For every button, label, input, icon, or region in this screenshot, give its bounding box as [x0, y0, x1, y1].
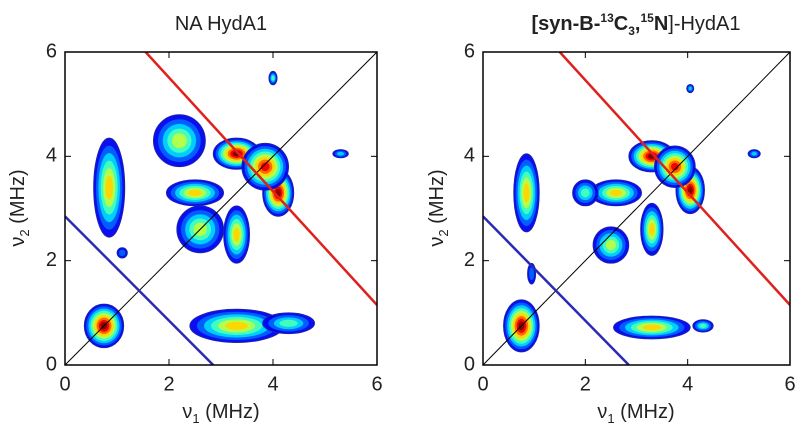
x-tick-label: 6: [371, 373, 382, 395]
x-axis-label: ν1 (MHz): [597, 401, 674, 426]
contour-ring: [271, 75, 275, 81]
contour-ring: [671, 162, 679, 171]
y-tick-label: 2: [46, 249, 57, 271]
contour-ring: [260, 162, 270, 172]
contour-ring: [279, 319, 298, 327]
plot-area: [65, 52, 377, 365]
x-tick-label: 4: [267, 373, 278, 395]
guide-line: [144, 52, 377, 306]
contour-ring: [751, 151, 757, 156]
x-tick-label: 0: [477, 373, 488, 395]
y-axis-label: ν2 (MHz): [7, 169, 32, 246]
guide-line: [483, 52, 790, 365]
guide-line: [483, 215, 630, 365]
contour-ring: [699, 323, 707, 329]
contour-ring: [609, 189, 623, 197]
y-tick-label: 4: [46, 145, 57, 167]
y-tick-label: 4: [464, 145, 475, 167]
y-axis-label: ν2 (MHz): [426, 169, 451, 246]
chart-title: NA HydA1: [175, 13, 267, 35]
contour-ring: [580, 188, 590, 198]
guide-line: [558, 52, 790, 306]
contour-ring: [687, 186, 693, 195]
guide-line: [65, 52, 377, 365]
contour-ring: [642, 324, 662, 331]
x-tick-label: 0: [59, 373, 70, 395]
contour-ring: [337, 151, 345, 156]
contour-ring: [119, 249, 126, 257]
contour-ring: [225, 321, 248, 330]
contour-ring: [523, 183, 530, 203]
x-tick-label: 2: [580, 373, 591, 395]
y-tick-label: 6: [46, 40, 57, 62]
x-tick-label: 4: [682, 373, 693, 395]
chart-title: [syn-B-13C3,15N]-HydA1: [531, 11, 740, 38]
contour-ring: [105, 175, 113, 200]
y-tick-label: 0: [46, 353, 57, 375]
contour-ring: [605, 239, 617, 251]
x-axis-label: ν1 (MHz): [182, 401, 259, 426]
y-tick-label: 0: [464, 353, 475, 375]
plot-frame: [482, 51, 791, 366]
contour-ring: [688, 86, 692, 91]
plot-frame: [64, 51, 378, 366]
y-tick-label: 2: [464, 249, 475, 271]
contour-ring: [188, 189, 202, 197]
guide-line: [65, 215, 215, 365]
contour-ring: [649, 223, 655, 236]
x-tick-label: 6: [784, 373, 795, 395]
contour-ring: [233, 227, 240, 242]
x-tick-label: 2: [163, 373, 174, 395]
y-tick-label: 6: [464, 40, 475, 62]
contour-ring: [171, 133, 187, 149]
contour-ring: [529, 267, 535, 281]
plot-area: [483, 52, 790, 365]
